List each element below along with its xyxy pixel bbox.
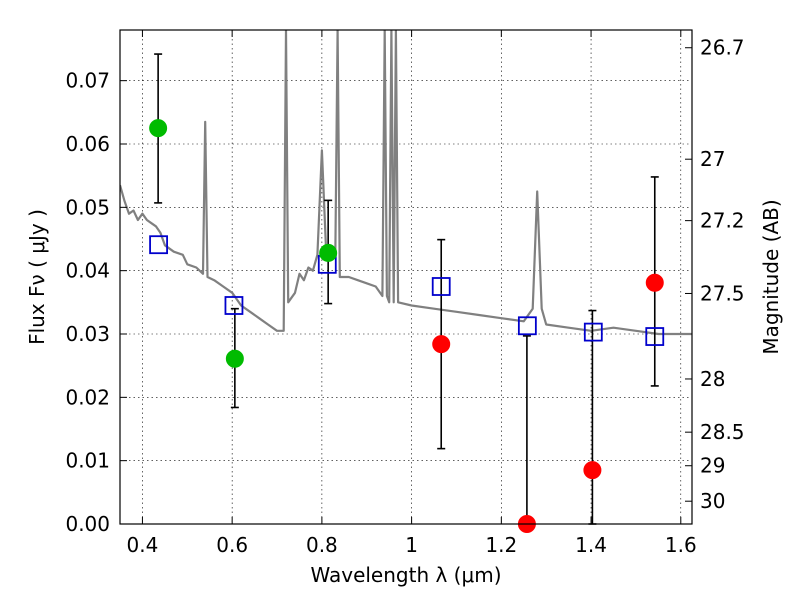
observed-flux-red-point bbox=[645, 273, 664, 292]
tick-layer: 0.4 0.6 0.8 1 1.2 1.4 1.6 0.00 0.01 0.02 0.03 0.04 0… bbox=[65, 30, 745, 557]
y-tick-label: 0.06 bbox=[65, 132, 110, 156]
model-flux-square bbox=[149, 235, 168, 255]
y-tick-label: 0.01 bbox=[65, 449, 110, 473]
x-tick-label: 1.4 bbox=[575, 533, 607, 557]
marker-layer bbox=[149, 119, 665, 533]
y-axis-label: Flux Fν ( μJy ) bbox=[25, 209, 49, 345]
observed-flux-red-point bbox=[432, 335, 451, 354]
right-tick-label: 28.5 bbox=[700, 420, 745, 444]
observed-flux-green-point bbox=[225, 349, 244, 368]
right-tick-label: 27.5 bbox=[700, 281, 745, 305]
observed-flux-green-point bbox=[319, 243, 338, 262]
right-tick-label: 30 bbox=[700, 489, 725, 513]
plot-frame bbox=[119, 29, 693, 525]
model-flux-square bbox=[583, 322, 603, 342]
x-tick-label: 0.6 bbox=[216, 533, 248, 557]
x-tick-label: 1.6 bbox=[665, 533, 697, 557]
y-axis-label-right: Magnitude (AB) bbox=[759, 199, 783, 354]
grid-layer bbox=[120, 30, 692, 525]
model-flux-square bbox=[517, 316, 537, 336]
x-tick-label: 0.4 bbox=[127, 533, 159, 557]
y-tick-label: 0.02 bbox=[65, 385, 110, 409]
y-tick-label: 0.07 bbox=[65, 69, 110, 93]
observed-flux-green-point bbox=[149, 119, 168, 138]
model-flux-square bbox=[224, 296, 244, 315]
y-tick-label: 0.05 bbox=[65, 195, 110, 219]
model-flux-square bbox=[431, 277, 451, 296]
right-tick-label: 29 bbox=[700, 454, 725, 478]
observed-flux-red-point bbox=[583, 461, 602, 480]
error-bar-layer bbox=[154, 53, 659, 525]
y-tick-label: 0.00 bbox=[65, 512, 110, 536]
x-axis-label: Wavelength λ (μm) bbox=[310, 563, 501, 587]
x-tick-label: 1 bbox=[405, 533, 418, 557]
x-tick-label: 0.8 bbox=[306, 533, 338, 557]
spectrum-line bbox=[120, 30, 692, 336]
right-tick-label: 26.7 bbox=[700, 36, 745, 60]
model-flux-square bbox=[645, 327, 665, 346]
right-tick-label: 28 bbox=[700, 367, 725, 391]
right-tick-label: 27.2 bbox=[700, 209, 745, 233]
y-tick-label: 0.04 bbox=[65, 259, 110, 283]
y-tick-label: 0.03 bbox=[65, 322, 110, 346]
x-tick-label: 1.2 bbox=[485, 533, 517, 557]
right-tick-label: 27 bbox=[700, 147, 725, 171]
plot-layer bbox=[120, 30, 692, 336]
